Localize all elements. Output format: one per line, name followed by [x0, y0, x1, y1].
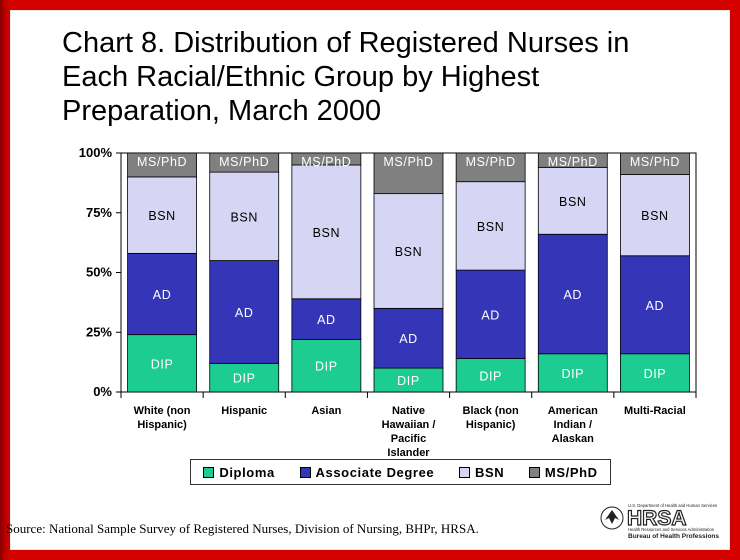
- bar-segment: [291, 339, 362, 393]
- x-tick-label: Hawaiian /: [382, 419, 436, 431]
- y-tick-label: 0%: [93, 384, 112, 399]
- data-label: BSN: [477, 220, 505, 234]
- y-tick-label: 75%: [86, 205, 112, 220]
- data-label: AD: [646, 299, 665, 313]
- hrsa-logo: U.S. Department of Health and Human Serv…: [600, 503, 719, 540]
- x-tick-label: Hispanic): [466, 419, 516, 431]
- bar-segment: [291, 152, 362, 166]
- data-label: AD: [563, 288, 582, 302]
- bar-segment: [620, 353, 690, 393]
- legend-swatch-bsn: [458, 466, 470, 478]
- data-label: AD: [399, 332, 418, 346]
- bar-segment: [373, 152, 444, 195]
- data-label: BSN: [559, 195, 587, 209]
- legend-label-diploma: Diploma: [219, 464, 275, 480]
- data-label: DIP: [479, 369, 502, 383]
- legend-swatch-diploma: [203, 466, 215, 478]
- legend-item-associate-degree: Associate Degree: [299, 464, 435, 480]
- bar-segment: [291, 164, 362, 300]
- x-tick-label: Alaskan: [552, 433, 594, 445]
- legend-label-bsn: BSN: [474, 464, 505, 480]
- data-label: AD: [235, 306, 254, 320]
- bar-segment: [455, 269, 526, 359]
- data-label: MS/PhD: [383, 155, 433, 169]
- data-label: DIP: [397, 374, 420, 388]
- bar-segment: [291, 298, 362, 340]
- x-tick-label: Hispanic: [221, 405, 267, 417]
- bar-segment: [209, 171, 280, 261]
- data-label: MS/PhD: [137, 155, 187, 169]
- legend-item-diploma: Diploma: [203, 465, 274, 480]
- data-label: DIP: [644, 367, 667, 381]
- bar-segment: [127, 334, 197, 393]
- y-tick-label: 25%: [86, 324, 112, 339]
- x-tick-label: Pacific: [391, 433, 426, 445]
- bar-segment: [620, 174, 690, 257]
- legend-label-associate-degree: Associate Degree: [315, 464, 435, 480]
- bar-segment: [537, 233, 608, 355]
- bar-segment: [455, 152, 526, 183]
- data-label: MS/PhD: [630, 155, 680, 169]
- data-label: DIP: [315, 360, 338, 374]
- data-label: AD: [481, 308, 500, 322]
- data-label: BSN: [148, 209, 176, 223]
- bar-segment: [620, 255, 690, 355]
- x-tick-label: Black (non: [463, 405, 520, 417]
- data-label: DIP: [561, 367, 584, 381]
- stacked-bar-chart: 0% 25% 50% 75% 100% DIP AD BSN MS/PhD White (non H…: [79, 145, 697, 459]
- data-label: DIP: [151, 357, 174, 371]
- legend-label-msphd: MS/PhD: [544, 464, 598, 480]
- data-label: AD: [153, 288, 172, 302]
- bar-segment: [537, 166, 608, 235]
- bar-segment: [209, 152, 280, 173]
- bar-segment: [127, 252, 197, 336]
- bar-segment: [127, 152, 197, 178]
- bar-segment: [455, 358, 526, 393]
- bar-segment: [537, 353, 608, 393]
- x-tick-label: White (non: [134, 405, 191, 417]
- data-label: BSN: [641, 209, 669, 223]
- bar-segment: [620, 152, 690, 175]
- legend-swatch-msphd: [528, 466, 540, 478]
- hhs-eagle-icon: [600, 506, 624, 530]
- legend-item-msphd: MS/PhD: [528, 464, 598, 480]
- x-tick-label: Hispanic): [137, 419, 187, 431]
- source-note: Source: National Sample Survey of Regist…: [6, 521, 479, 536]
- x-tick-label: Islander: [387, 447, 430, 459]
- data-label: AD: [317, 313, 336, 327]
- bar-segment: [455, 181, 526, 271]
- data-label: MS/PhD: [466, 155, 516, 169]
- bar-segment: [373, 193, 444, 309]
- data-label: BSN: [395, 245, 423, 259]
- y-tick-label: 50%: [86, 265, 112, 280]
- bar-segment: [209, 362, 280, 393]
- data-label: BSN: [230, 210, 258, 224]
- svg-text:HRSA: HRSA: [627, 507, 687, 530]
- chart-title: Chart 8. Distribution of Registered Nurs…: [62, 27, 630, 127]
- data-label: MS/PhD: [219, 155, 269, 169]
- x-tick-label: American: [548, 405, 598, 417]
- bar-segment: [537, 152, 608, 168]
- svg-text:U.S. Department of Health and: U.S. Department of Health and Human Serv…: [628, 503, 717, 508]
- svg-text:Bureau of Health Professions: Bureau of Health Professions: [628, 533, 719, 540]
- legend-swatch-associate-degree: [299, 466, 311, 478]
- y-tick-label: 100%: [79, 145, 113, 160]
- data-label: BSN: [313, 226, 341, 240]
- data-label: DIP: [233, 372, 256, 386]
- data-label: MS/PhD: [548, 155, 598, 169]
- chart-legend: Diploma Associate Degree BSN MS/PhD: [190, 459, 611, 485]
- svg-text:Health Resources and Services: Health Resources and Services Administra…: [628, 527, 715, 532]
- x-tick-label: Asian: [311, 405, 341, 417]
- x-tick-label: Indian /: [554, 419, 593, 431]
- legend-item-bsn: BSN: [458, 464, 505, 480]
- x-tick-label: Multi-Racial: [624, 405, 686, 417]
- x-tick-label: Native: [392, 405, 425, 417]
- bar-segment: [373, 307, 444, 369]
- data-label: MS/PhD: [301, 155, 351, 169]
